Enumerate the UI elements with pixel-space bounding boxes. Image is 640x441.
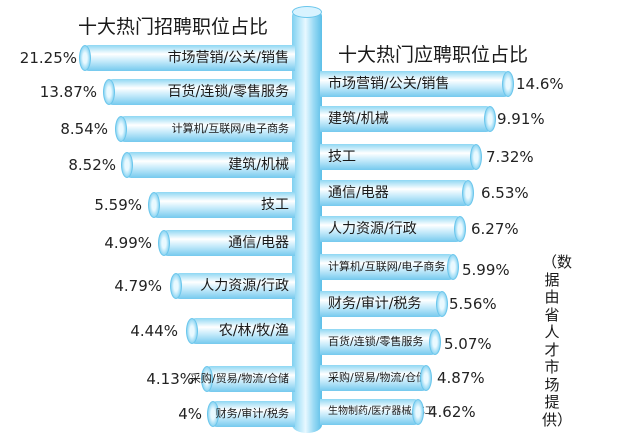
bar-value: 5.56% <box>449 295 497 313</box>
bar-end-cap <box>454 216 466 242</box>
bar-label: 百货/连锁/零售服务 <box>167 84 289 100</box>
bar-row: 计算机/互联网/电子商务 <box>115 116 295 142</box>
bar-row: 市场营销/公关/销售 <box>320 71 514 97</box>
bar-label: 市场营销/公关/销售 <box>167 50 289 66</box>
bar-row: 通信/电器 <box>158 230 295 256</box>
bar-value: 13.87% <box>39 83 97 101</box>
bar-label: 采购/贸易/物流/仓储 <box>328 371 428 384</box>
bar-label: 技工 <box>328 149 356 165</box>
bar-row: 采购/贸易/物流/仓储 <box>320 365 432 391</box>
bar-value: 4.62% <box>428 403 476 421</box>
bar-end-cap <box>201 366 213 392</box>
bar-row: 采购/贸易/物流/仓储 <box>190 366 295 392</box>
source-note: （数据由省人才市场提供） <box>542 253 573 429</box>
bar-row: 百货/连锁/零售服务 <box>320 329 441 355</box>
bar-row: 百货/连锁/零售服务 <box>103 79 295 105</box>
bar-row: 建筑/机械 <box>320 106 496 132</box>
bar-value: 6.27% <box>471 220 519 238</box>
bar-end-cap <box>207 401 219 427</box>
bar-value: 5.59% <box>94 196 142 214</box>
bar-value: 8.52% <box>68 156 116 174</box>
bar-end-cap <box>148 192 160 218</box>
center-pillar <box>292 8 322 433</box>
bar-value: 4.44% <box>130 322 178 340</box>
bar-label: 生物制药/医疗器械/化工 <box>328 406 435 417</box>
bar-label: 计算机/互联网/电子商务 <box>328 260 446 273</box>
bar-end-cap <box>470 144 482 170</box>
bar-label: 人力资源/行政 <box>200 278 289 294</box>
bar-end-cap <box>121 152 133 178</box>
bar-label: 人力资源/行政 <box>328 221 417 237</box>
bar-value: 14.6% <box>516 75 564 93</box>
bar-row: 财务/审计/税务 <box>207 401 295 427</box>
bar-label: 财务/审计/税务 <box>215 407 289 420</box>
bar-value: 21.25% <box>19 49 77 67</box>
bar-value: 4.79% <box>114 277 162 295</box>
bar-end-cap <box>429 329 441 355</box>
bar-row: 农/林/牧/渔 <box>186 318 295 344</box>
bar-end-cap <box>115 116 127 142</box>
bar-value: 5.99% <box>462 261 510 279</box>
bar-row: 市场营销/公关/销售 <box>79 45 295 71</box>
bar-label: 财务/审计/税务 <box>328 296 422 312</box>
bar-value: 4.87% <box>437 369 485 387</box>
bar-row: 生物制药/医疗器械/化工 <box>320 399 435 425</box>
bar-value: 6.53% <box>481 184 529 202</box>
bar-value: 9.91% <box>497 110 545 128</box>
bar-row: 建筑/机械 <box>121 152 295 178</box>
right-chart-title: 十大热门应聘职位占比 <box>338 44 529 66</box>
bar-end-cap <box>420 365 432 391</box>
bar-end-cap <box>186 318 198 344</box>
center-pillar-cap <box>292 6 322 18</box>
bar-value: 7.32% <box>486 148 534 166</box>
bar-row: 计算机/互联网/电子商务 <box>320 254 459 280</box>
bar-end-cap <box>170 273 182 299</box>
bar-label: 计算机/互联网/电子商务 <box>171 122 289 135</box>
bar-value: 4% <box>178 405 202 423</box>
bar-end-cap <box>436 291 448 317</box>
bar-end-cap <box>502 71 514 97</box>
bar-label: 通信/电器 <box>228 235 289 251</box>
bar-end-cap <box>447 254 459 280</box>
bar-label: 农/林/牧/渔 <box>218 323 289 339</box>
bar-row: 人力资源/行政 <box>320 216 466 242</box>
bar-label: 技工 <box>261 197 289 213</box>
bar-end-cap <box>462 180 474 206</box>
bar-label: 通信/电器 <box>328 185 389 201</box>
bar-label: 建筑/机械 <box>328 111 389 127</box>
bar-end-cap <box>103 79 115 105</box>
bar-value: 4.13% <box>146 370 194 388</box>
bar-row: 人力资源/行政 <box>170 273 295 299</box>
bar-end-cap <box>412 399 424 425</box>
bar-row: 技工 <box>320 144 482 170</box>
bar-end-cap <box>158 230 170 256</box>
bar-value: 8.54% <box>60 120 108 138</box>
bar-row: 技工 <box>148 192 295 218</box>
bar-row: 财务/审计/税务 <box>320 291 448 317</box>
bar-label: 市场营销/公关/销售 <box>328 76 450 92</box>
bar-end-cap <box>484 106 496 132</box>
bar-label: 建筑/机械 <box>228 157 289 173</box>
bar-label: 百货/连锁/零售服务 <box>328 335 424 348</box>
bar-row: 通信/电器 <box>320 180 474 206</box>
bar-value: 5.07% <box>444 335 492 353</box>
left-chart-title: 十大热门招聘职位占比 <box>78 16 269 38</box>
bar-value: 4.99% <box>104 234 152 252</box>
bar-end-cap <box>79 45 91 71</box>
bar-label: 采购/贸易/物流/仓储 <box>189 372 289 385</box>
